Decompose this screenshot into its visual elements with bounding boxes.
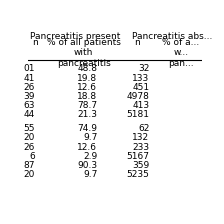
Text: 19.8: 19.8 xyxy=(77,73,97,83)
Text: 44: 44 xyxy=(24,110,35,119)
Text: 9.7: 9.7 xyxy=(83,134,97,142)
Text: 90.3: 90.3 xyxy=(77,161,97,170)
Text: 2.9: 2.9 xyxy=(83,152,97,161)
Text: Pancreatitis abs...: Pancreatitis abs... xyxy=(132,32,212,41)
Text: 20: 20 xyxy=(24,170,35,179)
Text: 26: 26 xyxy=(24,83,35,92)
Text: 451: 451 xyxy=(132,83,150,92)
Text: 5235: 5235 xyxy=(127,170,150,179)
Text: 4978: 4978 xyxy=(127,92,150,101)
Text: % of a...
w...
pan...: % of a... w... pan... xyxy=(162,38,199,68)
Text: 133: 133 xyxy=(132,73,150,83)
Text: 78.7: 78.7 xyxy=(77,101,97,110)
Text: 9.7: 9.7 xyxy=(83,170,97,179)
Text: 26: 26 xyxy=(24,143,35,152)
Text: 12.6: 12.6 xyxy=(78,83,97,92)
Text: 55: 55 xyxy=(24,124,35,133)
Text: 87: 87 xyxy=(24,161,35,170)
Text: n: n xyxy=(32,38,38,47)
Text: n: n xyxy=(134,38,140,47)
Text: 74.9: 74.9 xyxy=(78,124,97,133)
Text: 132: 132 xyxy=(132,134,150,142)
Text: % of all patients
with
pancreatitis: % of all patients with pancreatitis xyxy=(47,38,121,68)
Text: 21.3: 21.3 xyxy=(78,110,97,119)
Text: 62: 62 xyxy=(138,124,150,133)
Text: 63: 63 xyxy=(24,101,35,110)
Text: 20: 20 xyxy=(24,134,35,142)
Text: 41: 41 xyxy=(24,73,35,83)
Text: 32: 32 xyxy=(138,64,150,73)
Text: 413: 413 xyxy=(132,101,150,110)
Text: 39: 39 xyxy=(24,92,35,101)
Text: 6: 6 xyxy=(29,152,35,161)
Text: 359: 359 xyxy=(132,161,150,170)
Text: Pancreatitis present: Pancreatitis present xyxy=(30,32,120,41)
Text: 233: 233 xyxy=(132,143,150,152)
Text: 5181: 5181 xyxy=(127,110,150,119)
Text: 18.8: 18.8 xyxy=(77,92,97,101)
Text: 12.6: 12.6 xyxy=(78,143,97,152)
Text: 48.8: 48.8 xyxy=(78,64,97,73)
Text: 5167: 5167 xyxy=(127,152,150,161)
Text: 01: 01 xyxy=(24,64,35,73)
